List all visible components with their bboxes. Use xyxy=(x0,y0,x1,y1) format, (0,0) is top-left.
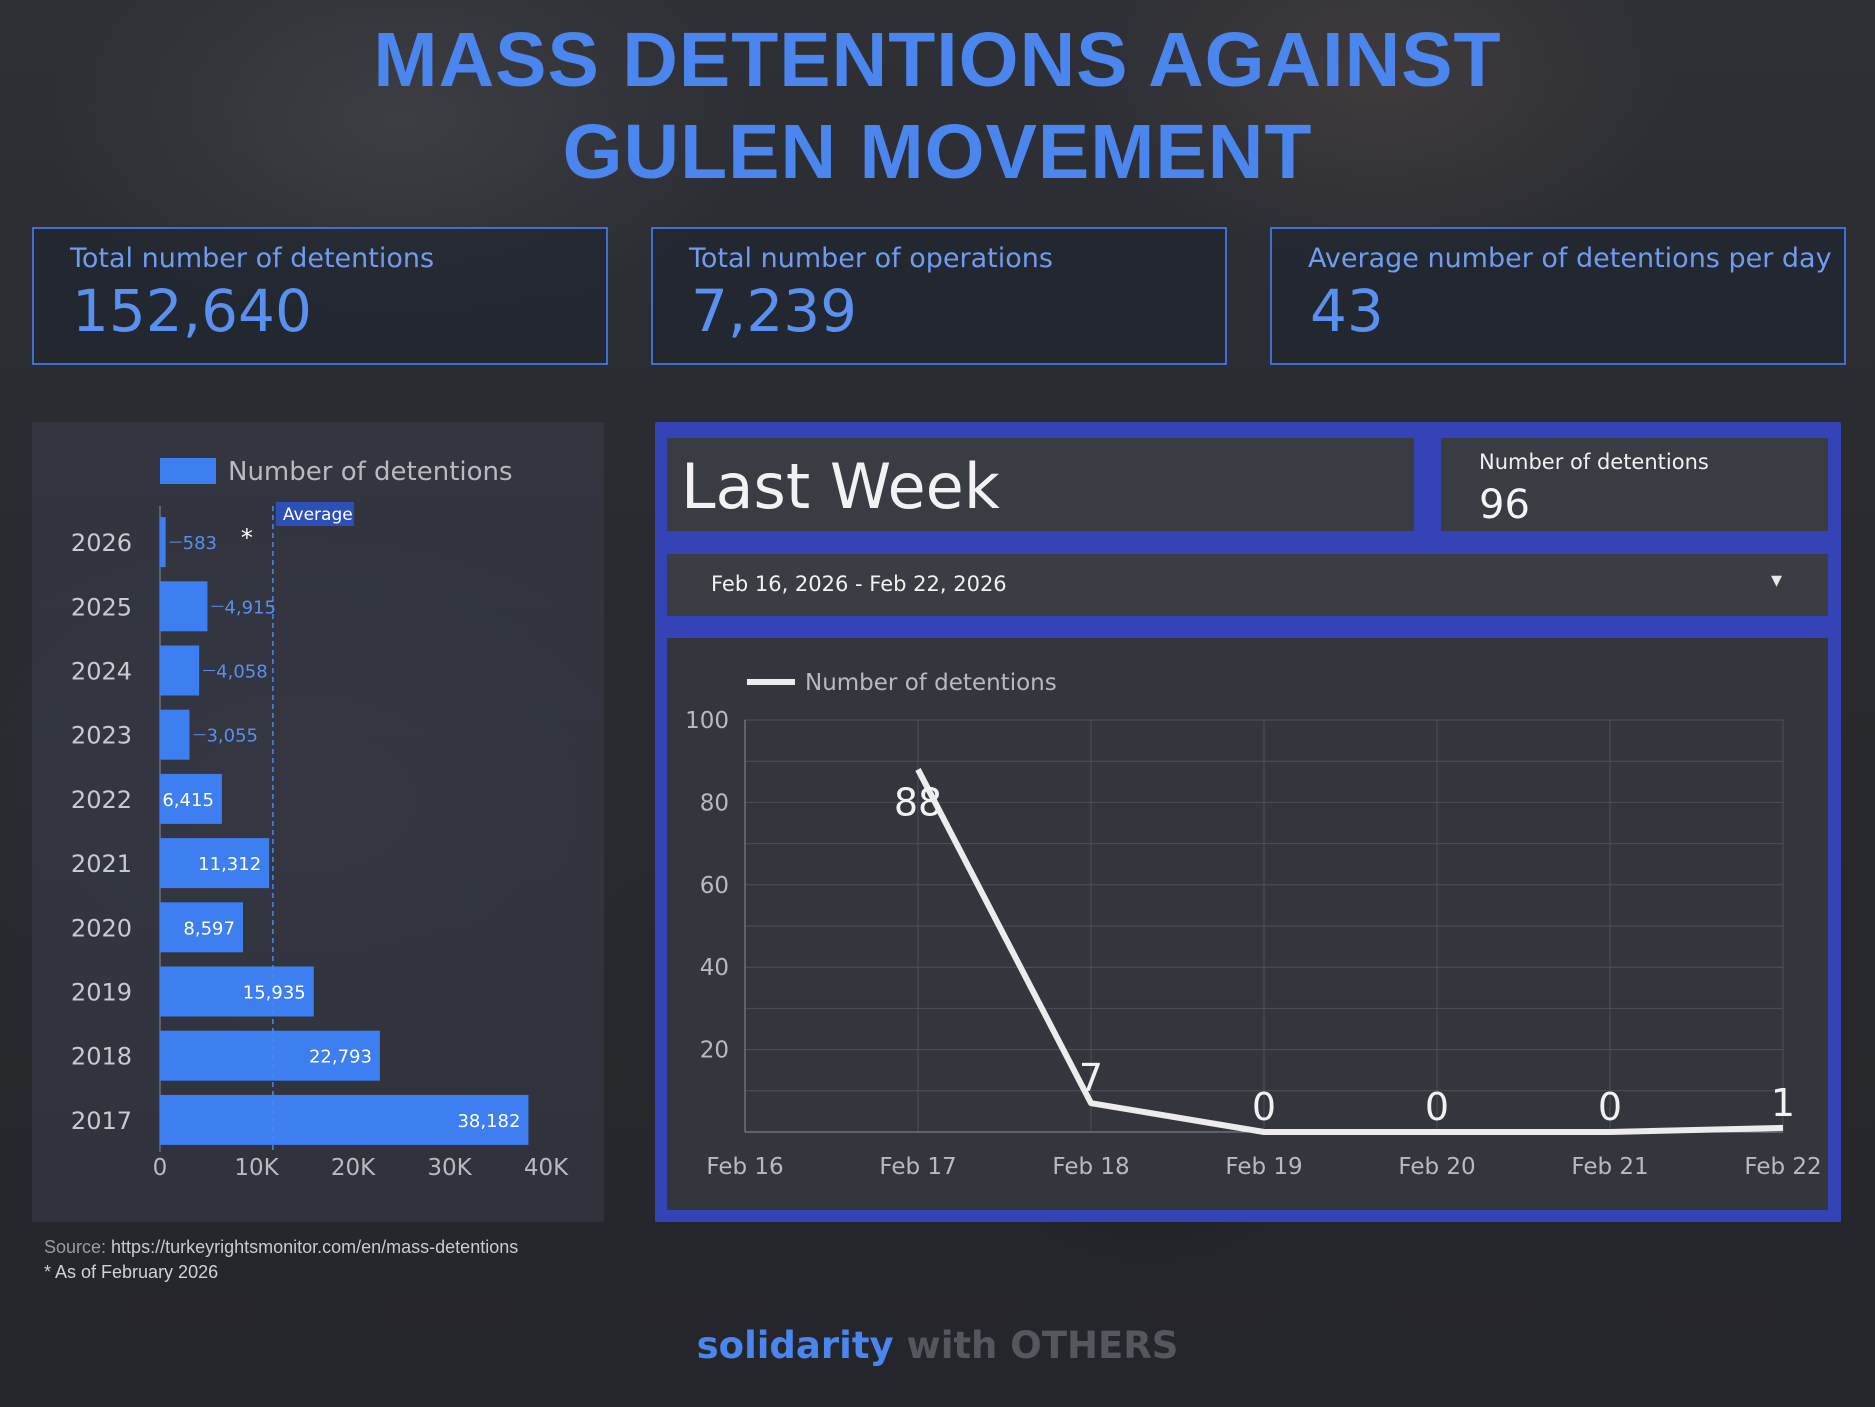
bar-value-label: 4,058 xyxy=(216,662,268,683)
legend-label: Number of detentions xyxy=(805,670,1057,696)
bar-category-label: 2026 xyxy=(71,529,132,557)
legend-label: Number of detentions xyxy=(228,457,513,487)
source-link[interactable]: https://turkeyrightsmonitor.com/en/mass-… xyxy=(106,1237,519,1257)
scorecard-label: Number of detentions xyxy=(1479,450,1709,474)
footnote: * As of February 2026 xyxy=(44,1262,219,1282)
source-prefix: Source: xyxy=(44,1237,107,1257)
bar xyxy=(160,709,190,760)
last-week-panel: Last Week Number of detentions 96 Feb 16… xyxy=(655,422,1841,1222)
yearly-detentions-bar-chart: Number of detentions 2026 583 * 2025 4,915 202… xyxy=(71,457,569,1181)
last-week-detentions-scorecard: Number of detentions 96 xyxy=(1441,438,1828,531)
data-label: 0 xyxy=(1252,1085,1276,1129)
bar xyxy=(160,645,200,696)
data-label: 7 xyxy=(1079,1056,1103,1100)
kpi-label: Total number of operations xyxy=(689,243,1053,274)
bar-category-label: 2017 xyxy=(71,1107,132,1135)
caret-down-icon[interactable]: ▾ xyxy=(1770,568,1782,593)
kpi-total-operations: Total number of operations 7,239 xyxy=(651,227,1227,365)
bar xyxy=(160,838,270,889)
yearly-detentions-panel: Number of detentions 2026 583 * 2025 4,915 202… xyxy=(32,422,604,1222)
bar xyxy=(160,1030,380,1081)
x-tick-label: 20K xyxy=(331,1155,376,1181)
x-tick-label: Feb 17 xyxy=(879,1154,956,1180)
legend-swatch xyxy=(160,458,216,484)
bar-category-label: 2021 xyxy=(71,850,132,878)
bar-value-label: 38,182 xyxy=(457,1111,520,1132)
x-tick-label: Feb 18 xyxy=(1052,1154,1129,1180)
bar-value-label: 11,312 xyxy=(198,854,261,875)
x-tick-label: Feb 16 xyxy=(706,1154,783,1180)
bar xyxy=(160,902,243,953)
bar-value-label: 15,935 xyxy=(243,983,306,1004)
bar-category-label: 2022 xyxy=(71,786,132,814)
last-week-heading: Last Week xyxy=(681,450,1000,523)
x-tick-label: Feb 19 xyxy=(1225,1154,1302,1180)
kpi-value: 152,640 xyxy=(72,277,312,345)
bar-category-label: 2024 xyxy=(71,658,132,686)
bar-category-label: 2019 xyxy=(71,979,132,1007)
x-tick-label: 40K xyxy=(524,1155,569,1181)
bar-value-label: 6,415 xyxy=(162,790,214,811)
bar-category-label: 2023 xyxy=(71,722,132,750)
date-range-selector[interactable]: Feb 16, 2026 - Feb 22, 2026 ▾ xyxy=(667,554,1828,616)
kpi-label: Total number of detentions xyxy=(70,243,435,274)
brand-logo: solidarity with OTHERS xyxy=(0,1324,1875,1367)
kpi-average-per-day: Average number of detentions per day 43 xyxy=(1270,227,1846,365)
y-tick-label: 60 xyxy=(700,873,729,899)
data-label: 0 xyxy=(1425,1085,1449,1129)
y-tick-label: 100 xyxy=(685,708,729,734)
bar-value-label: 4,915 xyxy=(224,597,276,618)
average-label-bg xyxy=(275,502,354,526)
daily-detentions-chart-box: Number of detentions 20 40 60 80 100 Feb 16 Feb… xyxy=(667,638,1828,1210)
bar-value-label: 8,597 xyxy=(183,918,235,939)
page-title: MASS DETENTIONS AGAINST GULEN MOVEMENT xyxy=(0,14,1875,198)
x-tick-label: 10K xyxy=(234,1155,279,1181)
scorecard-value: 96 xyxy=(1479,482,1530,528)
page-title-line-2: GULEN MOVEMENT xyxy=(562,109,1313,195)
date-range-text: Feb 16, 2026 - Feb 22, 2026 xyxy=(711,572,1007,596)
x-tick-label: Feb 21 xyxy=(1571,1154,1648,1180)
x-tick-label: 30K xyxy=(427,1155,472,1181)
kpi-value: 7,239 xyxy=(691,277,858,345)
y-tick-label: 20 xyxy=(700,1038,729,1064)
brand-part-2: with OTHERS xyxy=(893,1324,1179,1367)
bar xyxy=(160,773,222,824)
data-label: 1 xyxy=(1771,1081,1795,1125)
y-tick-label: 80 xyxy=(700,790,729,816)
bar-value-label: 22,793 xyxy=(309,1047,372,1068)
bar-value-label: 3,055 xyxy=(206,726,258,747)
x-tick-label: 0 xyxy=(153,1155,168,1181)
bar xyxy=(160,517,166,568)
bar-value-label: 583 xyxy=(183,533,217,554)
data-label: 0 xyxy=(1598,1085,1622,1129)
source-note: Source: https://turkeyrightsmonitor.com/… xyxy=(44,1237,518,1258)
x-tick-label: Feb 22 xyxy=(1744,1154,1821,1180)
kpi-label: Average number of detentions per day xyxy=(1308,243,1832,274)
kpi-value: 43 xyxy=(1310,277,1384,345)
bar-footnote-mark: * xyxy=(241,524,253,552)
bar-category-label: 2018 xyxy=(71,1043,132,1071)
data-label: 88 xyxy=(894,780,942,824)
x-tick-label: Feb 20 xyxy=(1398,1154,1475,1180)
bar xyxy=(160,1094,529,1145)
average-label: Average xyxy=(283,505,353,525)
bar xyxy=(160,966,314,1017)
bar xyxy=(160,581,208,632)
series-line xyxy=(915,768,1784,1135)
last-week-title-card: Last Week xyxy=(667,438,1414,531)
kpi-total-detentions: Total number of detentions 152,640 xyxy=(32,227,608,365)
page-title-line-1: MASS DETENTIONS AGAINST xyxy=(373,17,1502,103)
bar-category-label: 2025 xyxy=(71,593,132,621)
brand-part-1: solidarity xyxy=(696,1324,894,1367)
y-tick-label: 40 xyxy=(700,955,729,981)
bar-category-label: 2020 xyxy=(71,914,132,942)
